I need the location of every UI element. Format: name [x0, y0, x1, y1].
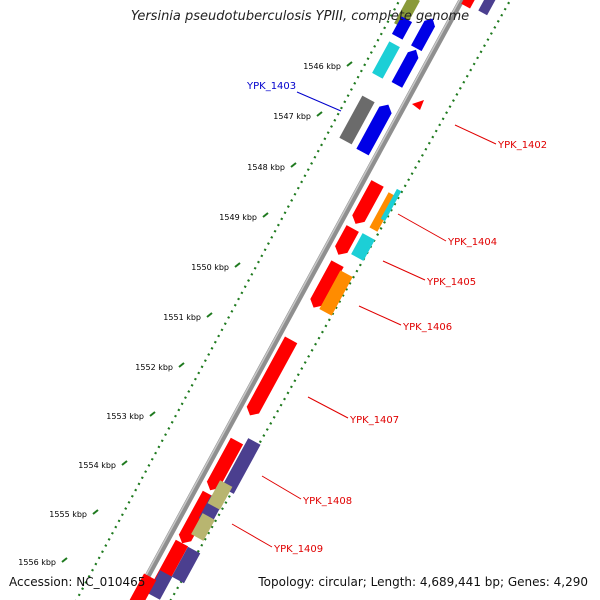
- genome-backbone-highlight: [131, 0, 461, 600]
- gene-feature: [171, 546, 201, 584]
- direction-marker: [412, 100, 424, 110]
- kbp-tick-mark: [346, 61, 353, 67]
- kbp-tick-label: 1554 kbp: [78, 461, 116, 470]
- accession-text: Accession: NC_010465: [9, 575, 146, 589]
- map-title: Yersinia pseudotuberculosis YPIII, compl…: [130, 9, 470, 24]
- gene-feature: [380, 188, 402, 222]
- kbp-tick-mark: [234, 262, 241, 268]
- gene-feature: [207, 480, 233, 510]
- kbp-tick-label: 1546 kbp: [303, 62, 341, 71]
- label-leaders: [231, 91, 497, 548]
- kbp-tick-mark: [149, 411, 156, 417]
- gene-feature: [310, 260, 344, 308]
- gene-feature: [206, 437, 244, 491]
- gene-feature: [178, 490, 216, 544]
- outer-dotted-track: [169, 0, 512, 600]
- kbp-tick-label: 1555 kbp: [49, 510, 87, 519]
- kbp-tick-mark: [178, 362, 185, 368]
- gene-label[interactable]: YPK_1408: [302, 496, 352, 507]
- gene-feature: [335, 225, 359, 255]
- gene-feature: [339, 95, 375, 145]
- kbp-tick-mark: [61, 557, 68, 563]
- label-leader-line: [397, 213, 447, 242]
- gene-feature: [319, 270, 353, 316]
- gene-features: [129, 0, 496, 600]
- gene-label[interactable]: YPK_1407: [349, 415, 399, 426]
- kbp-tick-label: 1553 kbp: [106, 412, 144, 421]
- label-leader-line: [454, 124, 497, 145]
- gene-feature: [191, 513, 215, 541]
- label-leader-line: [307, 396, 349, 419]
- gene-feature: [221, 438, 261, 494]
- topology-summary: Topology: circular; Length: 4,689,441 bp…: [258, 575, 588, 589]
- label-leader-line: [261, 475, 302, 500]
- kbp-tick-label: 1551 kbp: [163, 313, 201, 322]
- inner-dotted-track: [75, 0, 401, 600]
- kbp-tick-label: 1548 kbp: [247, 163, 285, 172]
- gene-feature: [147, 570, 173, 600]
- label-leader-line: [358, 305, 402, 326]
- gene-feature: [391, 16, 413, 40]
- gene-label[interactable]: YPK_1405: [426, 277, 476, 288]
- gene-label[interactable]: YPK_1409: [273, 544, 323, 555]
- kbp-tick-mark: [206, 312, 213, 318]
- kbp-tick-label: 1547 kbp: [273, 112, 311, 121]
- gene-feature: [372, 41, 400, 79]
- kbp-ticks: 1546 kbp 1547 kbp 1548 kbp 1549 kbp 1550 kbp…: [18, 61, 353, 567]
- genome-backbone: [131, 0, 465, 600]
- gene-label[interactable]: YPK_1406: [402, 322, 452, 333]
- gene-feature: [351, 233, 375, 261]
- gene-feature: [411, 18, 435, 52]
- label-leader-line: [231, 523, 273, 548]
- kbp-tick-mark: [121, 460, 128, 466]
- kbp-tick-label: 1556 kbp: [18, 558, 56, 567]
- kbp-tick-label: 1550 kbp: [191, 263, 229, 272]
- gene-feature: [356, 104, 392, 156]
- gene-feature: [478, 0, 496, 16]
- gene-labels: YPK_1403 YPK_1402 YPK_1404 YPK_1405 YPK_1406…: [246, 81, 547, 555]
- gene-feature: [461, 0, 475, 9]
- gene-feature: [129, 573, 157, 600]
- kbp-tick-mark: [262, 212, 269, 218]
- kbp-tick-mark: [92, 509, 99, 515]
- label-leader-line: [296, 91, 342, 112]
- gene-feature: [352, 180, 384, 224]
- label-leader-line: [382, 260, 426, 281]
- kbp-tick-label: 1549 kbp: [219, 213, 257, 222]
- kbp-tick-label: 1552 kbp: [135, 363, 173, 372]
- kbp-tick-mark: [316, 111, 323, 117]
- gene-label[interactable]: YPK_1403: [246, 81, 296, 92]
- gene-feature: [391, 49, 419, 88]
- kbp-tick-mark: [290, 162, 297, 168]
- gene-label[interactable]: YPK_1404: [447, 237, 497, 248]
- gene-label[interactable]: YPK_1402: [497, 140, 547, 151]
- gene-feature: [246, 336, 298, 416]
